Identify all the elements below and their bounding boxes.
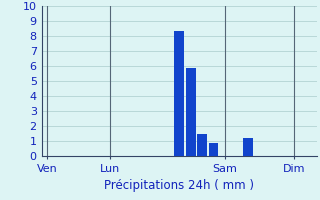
X-axis label: Précipitations 24h ( mm ): Précipitations 24h ( mm ) (104, 179, 254, 192)
Bar (197, 134, 207, 156)
Bar (186, 68, 196, 156)
Bar (174, 31, 184, 156)
Bar (209, 142, 219, 156)
Bar (243, 138, 253, 156)
